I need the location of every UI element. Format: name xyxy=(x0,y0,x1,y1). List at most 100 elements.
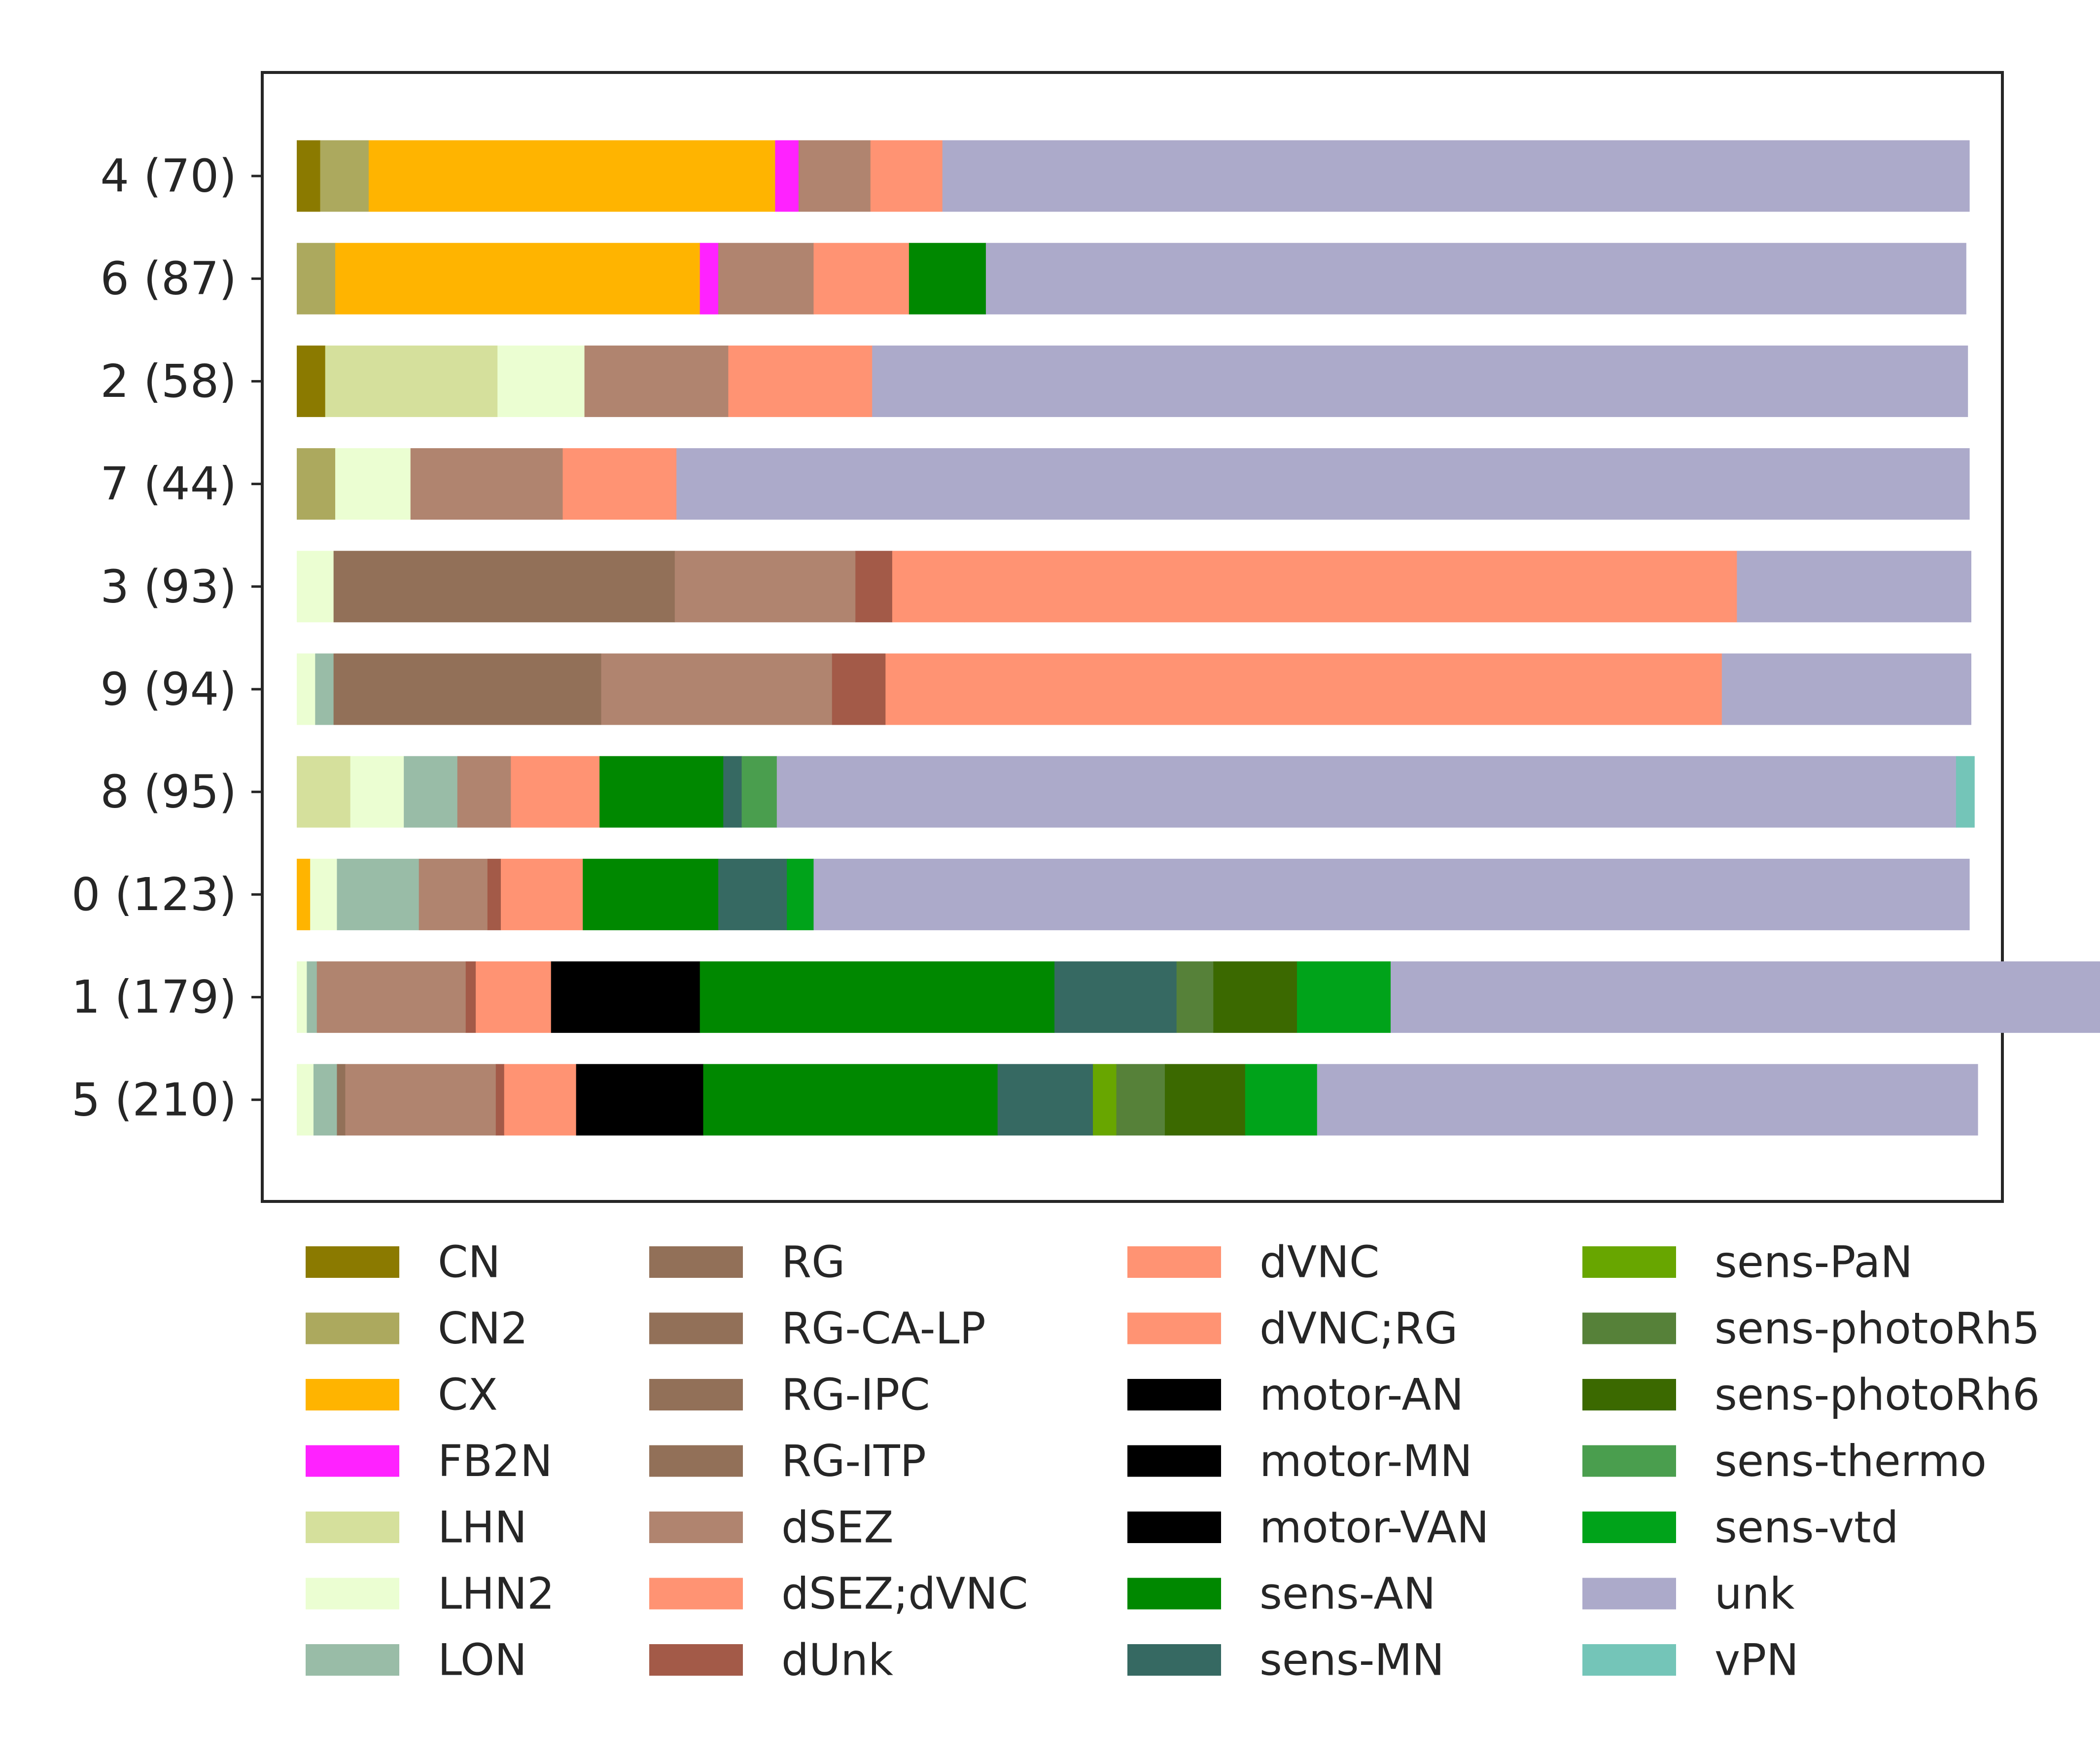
legend-label: LHN xyxy=(438,1502,527,1553)
legend-label: sens-photoRh5 xyxy=(1715,1303,2040,1354)
bar-segment-dunk xyxy=(855,551,893,623)
bar-segment-dvnc xyxy=(500,858,583,930)
legend-label: dVNC;RG xyxy=(1260,1303,1458,1354)
bar-segment-cx xyxy=(297,858,311,930)
legend-swatch xyxy=(649,1312,743,1344)
bar-segment-unk xyxy=(985,243,1966,315)
bar-segment-cn2 xyxy=(297,243,336,315)
y-tick-label: 2 (58) xyxy=(100,355,237,408)
legend-label: RG-ITP xyxy=(781,1436,926,1486)
bar-segment-lhn2 xyxy=(297,1064,314,1136)
legend-label: sens-PaN xyxy=(1715,1237,1913,1288)
legend-label: motor-VAN xyxy=(1260,1502,1489,1553)
bar-segment-dsez xyxy=(601,653,833,725)
legend-item-sens-photorh5: sens-photoRh5 xyxy=(1582,1303,2040,1354)
bar-segment-sens-an xyxy=(700,961,1055,1033)
bar-segment-sens-photorh6 xyxy=(1164,1064,1246,1136)
bar-segment-lon xyxy=(315,653,334,725)
bar-segment-unk xyxy=(1391,961,2100,1033)
legend-label: motor-MN xyxy=(1260,1436,1472,1486)
bar-segment-unk xyxy=(1317,1064,1978,1136)
legend-swatch xyxy=(649,1445,743,1477)
legend-swatch xyxy=(306,1246,399,1278)
bar-segment-lhn2 xyxy=(335,448,411,520)
legend-item-dunk: dUnk xyxy=(649,1635,893,1686)
legend-swatch xyxy=(1127,1312,1221,1344)
legend-item-motor-mn: motor-MN xyxy=(1127,1436,1472,1486)
y-tick-label: 3 (93) xyxy=(100,560,237,613)
legend-item-sens-pan: sens-PaN xyxy=(1582,1237,1913,1288)
legend-swatch xyxy=(1582,1445,1676,1477)
bar-segment-lhn2 xyxy=(297,961,307,1033)
legend-swatch xyxy=(306,1445,399,1477)
bar-segment-unk xyxy=(942,140,1970,212)
y-tick-label: 7 (44) xyxy=(100,458,237,510)
legend-label: LON xyxy=(438,1635,527,1686)
bar-segment-unk xyxy=(776,756,1957,828)
legend-item-cx: CX xyxy=(306,1370,498,1420)
bar-segment-lon xyxy=(307,961,317,1033)
bar-segment-sens-thermo xyxy=(741,756,777,828)
bar-segment-unk xyxy=(872,345,1968,417)
y-tick-label: 9 (94) xyxy=(100,663,237,716)
bar-segment-motor-an xyxy=(551,961,700,1033)
bar-segment-fb2n xyxy=(775,140,799,212)
legend-swatch xyxy=(1127,1445,1221,1477)
bar-segment-fb2n xyxy=(700,243,719,315)
bar-segment-dsez xyxy=(410,448,563,520)
legend-swatch xyxy=(1127,1246,1221,1278)
bar-segment-dvnc xyxy=(562,448,677,520)
bar-segment-cx xyxy=(335,243,700,315)
bar-segment-cn2 xyxy=(297,448,336,520)
bar-segment-sens-an xyxy=(583,858,719,930)
bar-segment-lhn2 xyxy=(297,551,334,623)
legend-item-rg: RG xyxy=(649,1237,845,1288)
bar-segment-lhn2 xyxy=(297,653,315,725)
legend-item-sens-an: sens-AN xyxy=(1127,1568,1435,1619)
legend-item-motor-van: motor-VAN xyxy=(1127,1502,1489,1553)
legend-item-lhn2: LHN2 xyxy=(306,1568,555,1619)
legend: CN CN2 CX FB2N LHN LHN2 LON RG RG-CA-LP RG-IPC RG-… xyxy=(306,1237,2040,1686)
legend-item-cn: CN xyxy=(306,1237,500,1288)
bar-segment-sens-mn xyxy=(1054,961,1177,1033)
legend-swatch xyxy=(1582,1246,1676,1278)
legend-label: sens-vtd xyxy=(1715,1502,1898,1553)
bar-segment-cn xyxy=(297,345,326,417)
bar-segment-dvnc xyxy=(870,140,943,212)
legend-swatch xyxy=(306,1644,399,1676)
legend-item-cn2: CN2 xyxy=(306,1303,528,1354)
legend-item-sens-thermo: sens-thermo xyxy=(1582,1436,1987,1486)
legend-label: sens-thermo xyxy=(1715,1436,1987,1486)
bar-segment-vpn xyxy=(1956,756,1975,828)
bar-segment-rg xyxy=(337,1064,346,1136)
legend-swatch xyxy=(649,1644,743,1676)
bar-segment-unk xyxy=(813,858,1970,930)
legend-swatch xyxy=(306,1512,399,1543)
bar-segment-dvnc xyxy=(885,653,958,725)
legend-label: LHN2 xyxy=(438,1568,555,1619)
legend-item-unk: unk xyxy=(1582,1568,1795,1619)
y-tick-label: 1 (179) xyxy=(71,971,237,1023)
legend-label: vPN xyxy=(1715,1635,1799,1686)
legend-item-vpn: vPN xyxy=(1582,1635,1799,1686)
legend-item-dsez-dvnc: dSEZ;dVNC xyxy=(649,1568,1028,1619)
bar-segment-sens-an xyxy=(703,1064,998,1136)
legend-swatch xyxy=(1582,1578,1676,1610)
bar-segment-sens-vtd xyxy=(1297,961,1391,1033)
bar-segment-unk xyxy=(1737,551,1971,623)
bars-group xyxy=(297,140,2100,1136)
legend-label: sens-MN xyxy=(1260,1635,1444,1686)
bar-segment-sens-photorh6 xyxy=(1213,961,1297,1033)
legend-item-dvnc: dVNC xyxy=(1127,1237,1379,1288)
legend-item-lhn: LHN xyxy=(306,1502,527,1553)
legend-item-motor-an: motor-AN xyxy=(1127,1370,1464,1420)
bar-segment-dvnc-rg xyxy=(957,653,1722,725)
bar-segment-sens-vtd xyxy=(787,858,814,930)
bar-segment-dvnc xyxy=(813,243,910,315)
legend-item-sens-photorh6: sens-photoRh6 xyxy=(1582,1370,2040,1420)
y-tick-label: 0 (123) xyxy=(71,868,237,921)
bar-segment-dsez xyxy=(457,756,511,828)
bar-segment-dsez xyxy=(798,140,871,212)
y-tick-label: 6 (87) xyxy=(100,252,237,305)
